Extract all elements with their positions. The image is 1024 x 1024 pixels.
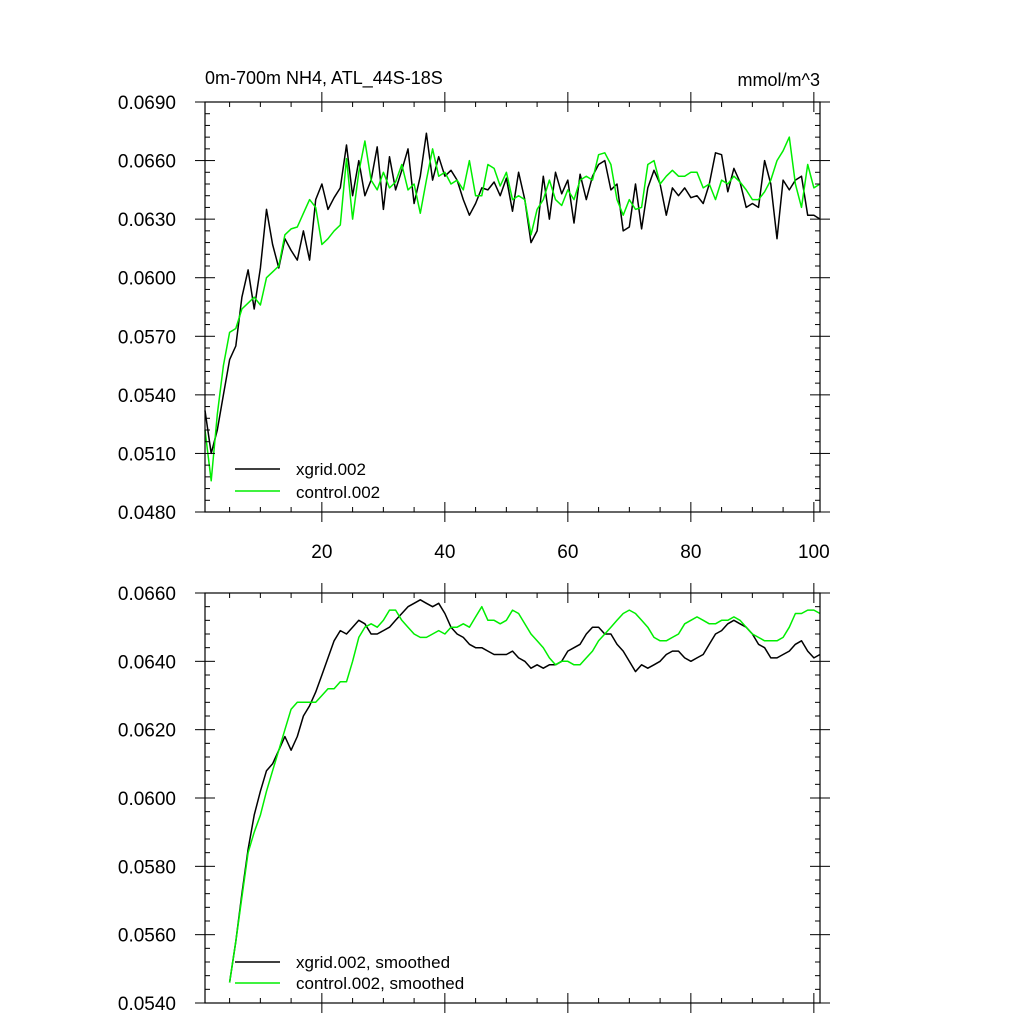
legend-label-xgrid: xgrid.002 [296,460,366,479]
legend: xgrid.002 control.002 [235,460,380,502]
x-tick-label: 40 [434,542,455,563]
y-tick-label: 0.0580 [118,857,176,878]
y-tick-label: 0.0660 [118,584,176,605]
top-panel: 0m-700m NH4, ATL_44S-18S mmol/m^3 20 40 60… [118,68,830,563]
y-tick-label: 0.0480 [118,503,176,524]
y-tick-label: 0.0600 [118,789,176,810]
series-line-control-002 [204,136,821,482]
y-tick-label: 0.0620 [118,721,176,742]
legend-label-xgrid-smoothed: xgrid.002, smoothed [296,953,450,972]
plot-frame [204,592,821,1004]
y-tick-label: 0.0630 [118,210,176,231]
bottom-panel: 0.0540 0.0560 0.0580 0.0600 0.0620 0.0640 0.06… [118,583,830,1015]
legend-label-control: control.002 [296,483,380,502]
x-tick-label: 60 [557,542,578,563]
x-tick-label: 100 [798,542,830,563]
legend-label-control-smoothed: control.002, smoothed [296,974,464,993]
y-tick-label: 0.0540 [118,994,176,1015]
x-tick-label: 80 [680,542,701,563]
series-line-control-002-smoothed [228,605,821,983]
y-tick-label: 0.0660 [118,152,176,173]
y-tick-label: 0.0540 [118,386,176,407]
legend: xgrid.002, smoothed control.002, smoothe… [235,953,464,993]
y-tick-label: 0.0640 [118,652,176,673]
y-tick-label: 0.0690 [118,93,176,114]
y-tick-label: 0.0560 [118,926,176,947]
units-label: mmol/m^3 [738,70,820,90]
x-tick-label: 20 [311,542,332,563]
y-tick-label: 0.0510 [118,444,176,465]
y-tick-label: 0.0570 [118,327,176,348]
series-line-xgrid-002 [204,132,821,455]
series-line-xgrid-002-smoothed [228,599,821,983]
plot-frame [204,101,821,513]
y-tick-label: 0.0600 [118,269,176,290]
chart-title: 0m-700m NH4, ATL_44S-18S [205,68,443,89]
